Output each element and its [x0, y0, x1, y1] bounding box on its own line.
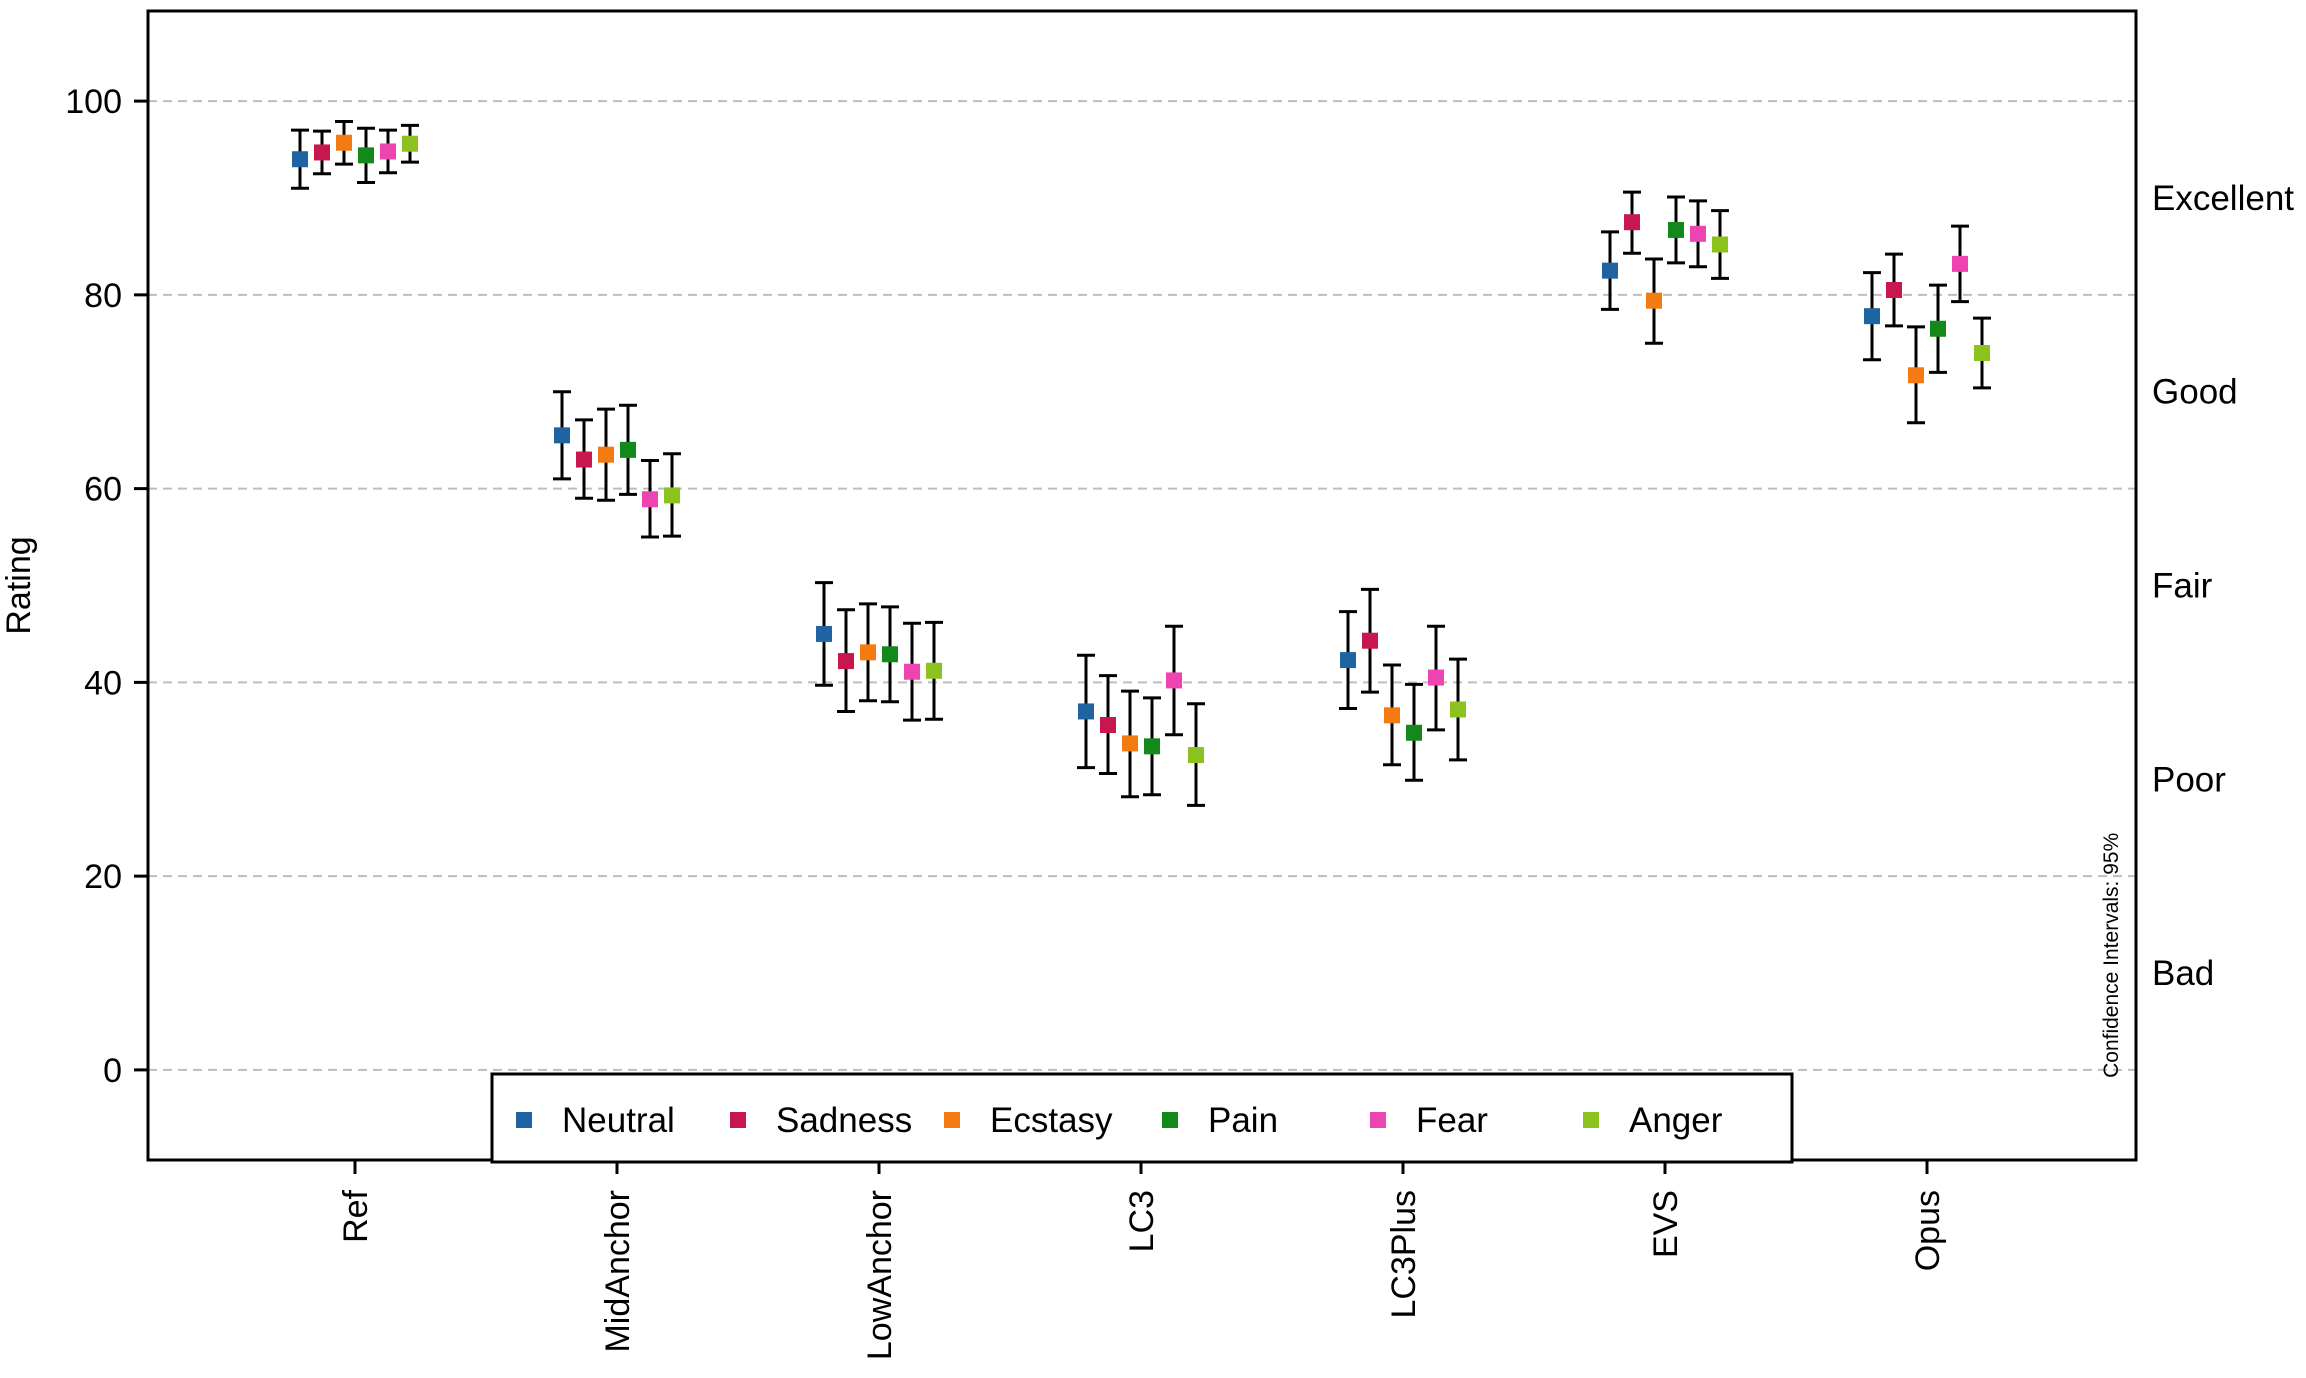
data-point	[1166, 672, 1182, 689]
x-tick-label: Opus	[1909, 1190, 1947, 1271]
data-point	[1188, 747, 1204, 764]
data-point	[1406, 724, 1422, 741]
data-point	[1078, 703, 1094, 720]
data-point	[1864, 308, 1880, 325]
y-tick-label: 0	[103, 1052, 122, 1090]
legend-item-ecstasy: Ecstasy	[944, 1101, 1113, 1140]
data-point	[380, 143, 396, 160]
data-point	[314, 144, 330, 161]
x-tick-label: Ref	[337, 1189, 375, 1242]
data-point	[402, 135, 418, 152]
data-point	[576, 451, 592, 468]
legend-label: Sadness	[776, 1101, 912, 1140]
legend-swatch	[944, 1112, 960, 1128]
series-pain	[357, 126, 1947, 797]
legend-item-sadness: Sadness	[730, 1101, 912, 1140]
legend-swatch	[730, 1112, 746, 1128]
legend-swatch	[516, 1112, 532, 1128]
legend-swatch	[1162, 1112, 1178, 1128]
data-point	[1952, 255, 1968, 272]
data-point	[1690, 225, 1706, 242]
legend-box	[490, 1072, 1794, 1164]
data-point	[1362, 632, 1378, 649]
legend-swatch	[1583, 1112, 1599, 1128]
data-point	[642, 491, 658, 508]
data-point	[1930, 320, 1946, 337]
legend-item-fear: Fear	[1370, 1101, 1488, 1140]
x-tick-label: LC3Plus	[1385, 1190, 1423, 1319]
legend-item-pain: Pain	[1162, 1101, 1278, 1140]
legend-label: Pain	[1208, 1101, 1278, 1140]
series-ecstasy	[335, 119, 1925, 799]
legend-item-neutral: Neutral	[516, 1101, 675, 1140]
axes: 0 20 40 60 80 100 Ref MidAnchor LowAnchor LC3 LC3P…	[65, 83, 1947, 1360]
quality-label: Good	[2152, 373, 2238, 412]
data-point	[838, 653, 854, 670]
data-point	[620, 441, 636, 458]
grid-lines	[148, 100, 2136, 1071]
y-tick-label: 100	[65, 83, 122, 121]
data-point	[1144, 738, 1160, 755]
data-point	[1122, 735, 1138, 752]
data-point	[1100, 717, 1116, 734]
data-point	[1624, 214, 1640, 231]
legend: Neutral Sadness Ecstasy Pain Fear Anger	[490, 1072, 1794, 1164]
data-point	[598, 446, 614, 463]
y-tick-label: 20	[84, 858, 122, 896]
legend-swatch	[1370, 1112, 1386, 1128]
x-tick-label: LowAnchor	[861, 1190, 899, 1360]
data-point	[1668, 221, 1684, 238]
data-point	[1384, 707, 1400, 724]
data-point	[926, 662, 942, 679]
quality-label: Bad	[2152, 954, 2214, 993]
y-tick-label: 60	[84, 471, 122, 509]
confidence-interval-note: Confidence Intervals: 95%	[2100, 833, 2123, 1078]
data-point	[1340, 652, 1356, 669]
data-point	[336, 134, 352, 151]
series-sadness	[313, 129, 1903, 775]
data-point	[816, 625, 832, 642]
data-point	[1646, 292, 1662, 309]
x-tick-label: MidAnchor	[599, 1190, 637, 1353]
quality-label: Poor	[2152, 760, 2226, 799]
quality-scale: Excellent Good Fair Poor Bad	[2152, 179, 2294, 993]
data-series	[291, 119, 1991, 807]
data-point	[1712, 236, 1728, 253]
legend-label: Anger	[1629, 1101, 1723, 1140]
data-point	[904, 663, 920, 680]
legend-item-anger: Anger	[1583, 1101, 1723, 1140]
y-axis-label: Rating	[0, 536, 38, 634]
data-point	[1908, 367, 1924, 384]
data-point	[1886, 282, 1902, 299]
quality-label: Fair	[2152, 567, 2213, 606]
legend-label: Neutral	[562, 1101, 675, 1140]
data-point	[860, 644, 876, 661]
data-point	[1974, 344, 1990, 361]
x-tick-label: LC3	[1123, 1190, 1161, 1252]
legend-label: Fear	[1416, 1101, 1488, 1140]
series-fear	[379, 128, 1969, 737]
x-tick-label: EVS	[1647, 1190, 1685, 1258]
quality-label: Excellent	[2152, 179, 2294, 218]
y-tick-label: 80	[84, 277, 122, 315]
data-point	[1428, 669, 1444, 686]
data-point	[554, 427, 570, 444]
series-neutral	[291, 128, 1881, 770]
y-tick-label: 40	[84, 664, 122, 702]
data-point	[292, 151, 308, 168]
data-point	[358, 147, 374, 164]
legend-label: Ecstasy	[990, 1101, 1113, 1140]
data-point	[1602, 262, 1618, 279]
data-point	[882, 646, 898, 663]
series-anger	[401, 123, 1991, 807]
data-point	[664, 487, 680, 504]
data-point	[1450, 701, 1466, 718]
